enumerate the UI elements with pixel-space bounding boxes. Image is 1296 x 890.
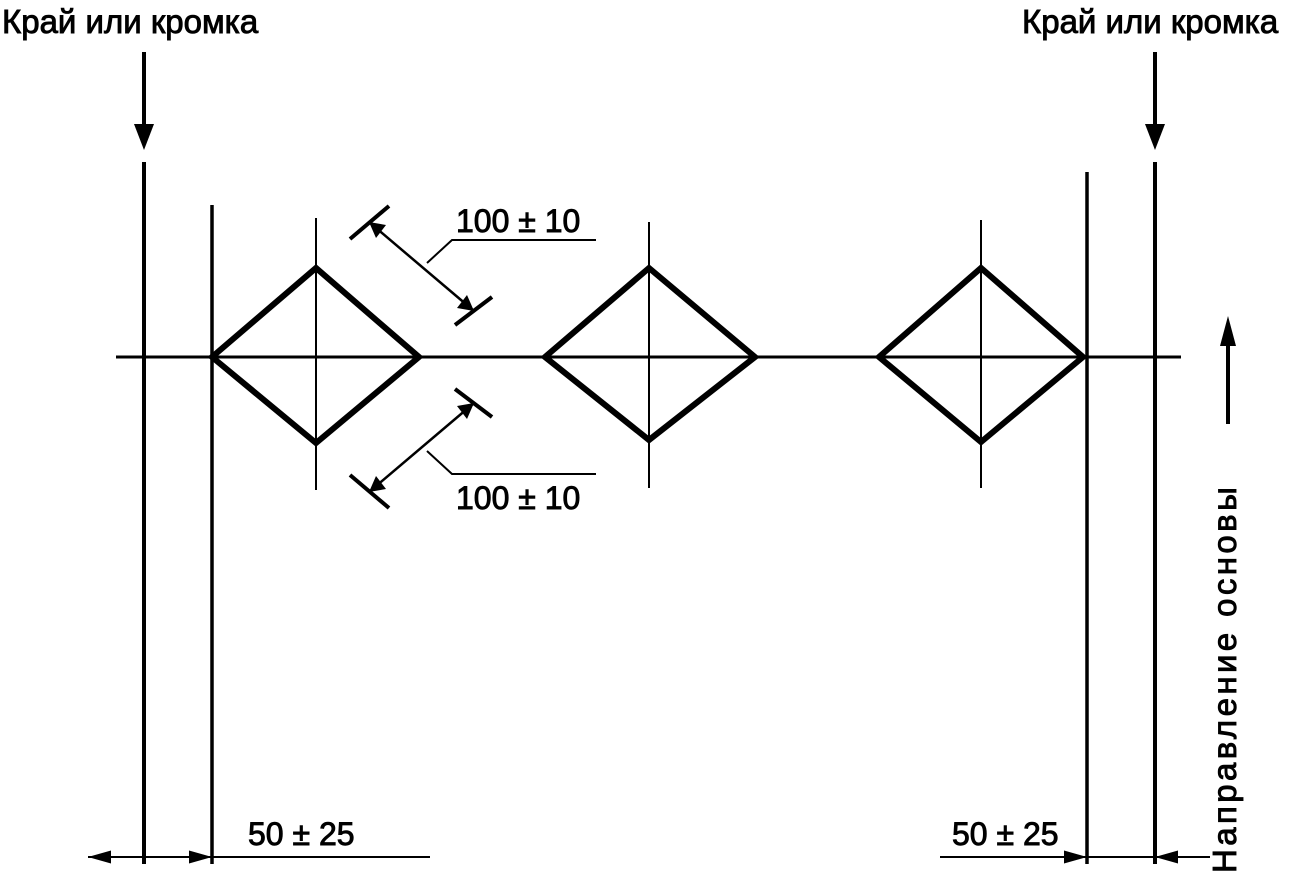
svg-text:50 ± 25: 50 ± 25 <box>248 816 355 852</box>
svg-text:100 ± 10: 100 ± 10 <box>456 480 580 516</box>
svg-text:Направление основы: Направление основы <box>1206 484 1243 873</box>
svg-text:50 ± 25: 50 ± 25 <box>952 816 1059 852</box>
svg-text:Край или кромка: Край или кромка <box>2 3 259 40</box>
svg-text:100 ± 10: 100 ± 10 <box>456 203 580 239</box>
svg-text:Край или кромка: Край или кромка <box>1022 3 1279 40</box>
